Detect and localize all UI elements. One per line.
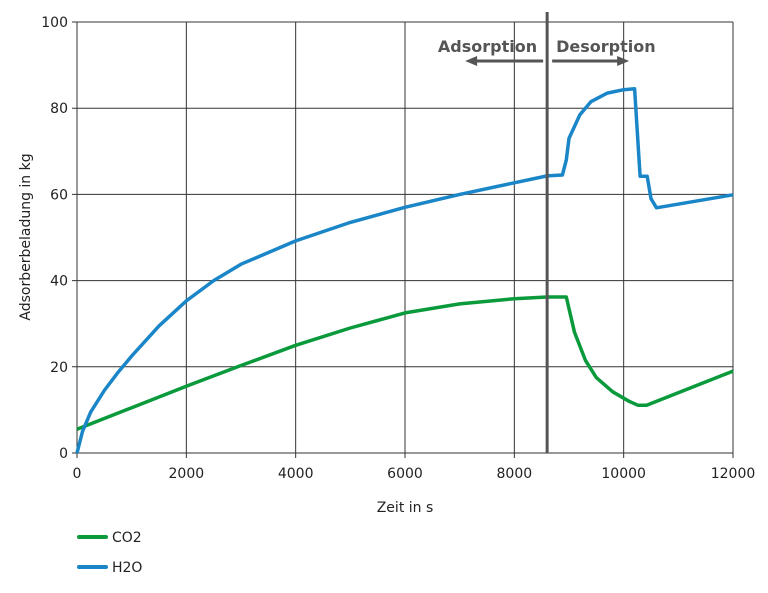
y-tick-label: 80 bbox=[50, 101, 68, 117]
x-tick-label: 10000 bbox=[601, 466, 646, 482]
desorption-arrow-icon bbox=[617, 56, 630, 66]
x-tick-label: 8000 bbox=[497, 466, 533, 482]
legend-label-h2o: H2O bbox=[112, 560, 142, 576]
y-tick-label: 20 bbox=[50, 360, 68, 376]
desorption-label: Desorption bbox=[556, 37, 656, 56]
series-line-h2o bbox=[75, 87, 734, 454]
x-tick-label: 6000 bbox=[387, 466, 423, 482]
adsorption-label: Adsorption bbox=[438, 37, 537, 56]
y-axis-label: Adsorberbeladung in kg bbox=[18, 153, 34, 320]
legend: CO2 H2O bbox=[77, 530, 142, 576]
y-tick-label: 60 bbox=[50, 187, 68, 203]
y-tick-label: 100 bbox=[41, 15, 68, 31]
x-tick-label: 2000 bbox=[169, 466, 205, 482]
y-tick-label: 40 bbox=[50, 274, 68, 290]
x-tick-label: 0 bbox=[73, 466, 82, 482]
x-tick-label: 4000 bbox=[278, 466, 314, 482]
y-tick-label: 0 bbox=[59, 446, 68, 462]
x-axis-label: Zeit in s bbox=[377, 500, 434, 516]
adsorption-arrow-icon bbox=[465, 56, 478, 66]
legend-label-co2: CO2 bbox=[112, 530, 142, 546]
x-tick-label: 12000 bbox=[711, 466, 756, 482]
